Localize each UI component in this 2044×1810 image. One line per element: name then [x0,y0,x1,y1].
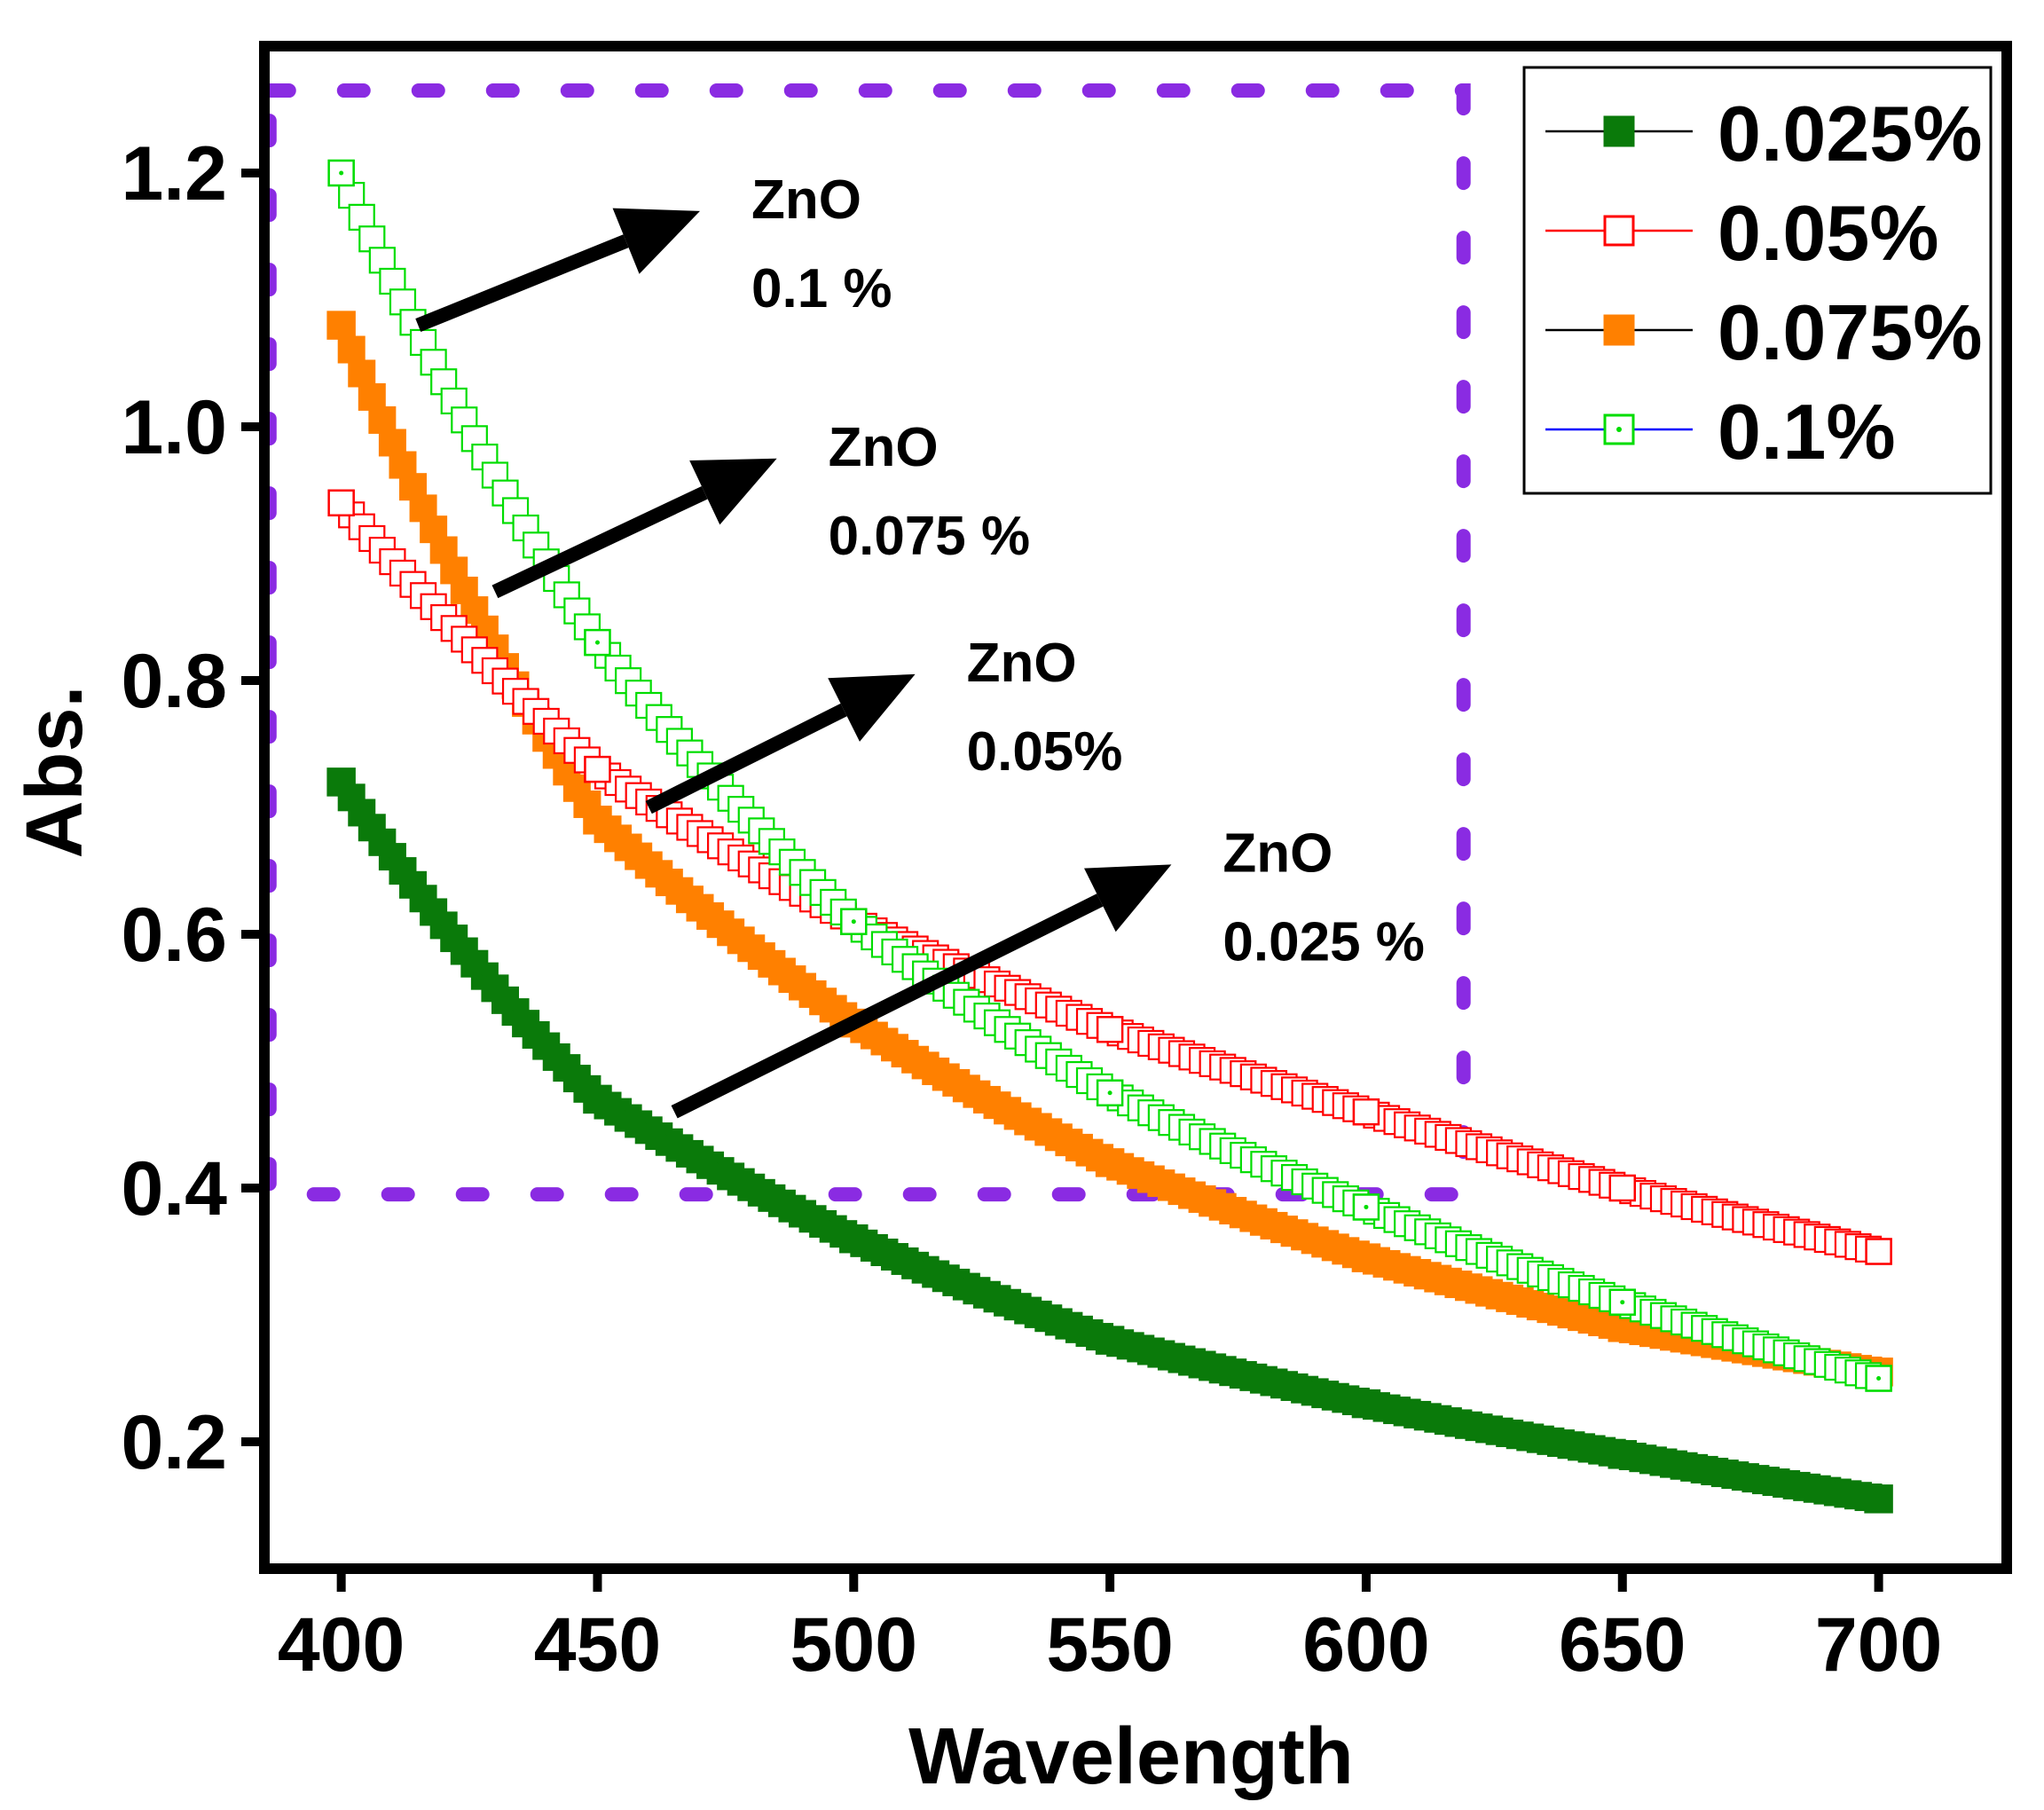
annotation-label-line2: 0.075 % [829,506,1031,567]
series-0.1% [327,159,1892,1392]
x-tick-label: 550 [1046,1602,1174,1688]
data-point [583,1084,612,1114]
plot-frame [259,41,2012,1574]
data-point [1352,1098,1380,1126]
annotations-layer: ZnO 0.1 % ZnO 0.075 % ZnO 0.05% ZnO 0.025 % [415,169,1425,1119]
legend-marker [1603,314,1635,346]
data-point-dot [594,640,600,645]
annotation-label-line1: ZnO [751,169,861,231]
legend-marker [1603,115,1635,147]
annotation-4: ZnO 0.025 % [671,822,1425,1119]
data-point-dot [851,919,856,925]
data-point [1865,1238,1892,1265]
x-tick-label: 400 [278,1602,405,1688]
arrow-shaft [491,485,708,599]
legend-item-0.075%: 0.075% [1545,288,1982,376]
data-point [1608,1174,1637,1202]
annotation-1: ZnO 0.1 % [415,169,892,333]
data-point [326,311,356,340]
legend-item-0.025%: 0.025% [1545,90,1982,177]
legend-label: 0.025% [1718,90,1982,177]
annotation-label-line1: ZnO [1222,822,1333,884]
arrow-head [689,458,777,525]
x-tick-label: 700 [1815,1602,1943,1688]
ticks-layer: 400 450 500 550 600 650 700 0.2 0.4 0.6 0.8 1.0 1.2 [121,131,1942,1688]
annotation-label-line1: ZnO [967,633,1077,694]
annotation-3: ZnO 0.05% [645,633,1123,814]
arrow-head [828,673,916,742]
data-point [1095,1148,1125,1177]
data-point [1864,1484,1893,1514]
x-tick-label: 650 [1559,1602,1686,1688]
data-point [583,806,612,835]
legend-label: 0.1% [1718,388,1896,476]
data-point [337,335,366,364]
data-point-dot [1107,1090,1112,1096]
data-point [1351,1389,1381,1419]
data-point-dot [1620,1300,1625,1305]
data-point [358,382,386,411]
data-point [1608,1440,1638,1469]
data-point [584,755,611,783]
annotation-2: ZnO 0.075 % [491,417,1031,599]
y-tick-label: 0.2 [121,1400,227,1485]
x-tick-label: 600 [1302,1602,1430,1688]
data-point-dot [1364,1204,1369,1209]
data-point [1096,1016,1124,1043]
legend-label: 0.05% [1718,189,1939,277]
arrow-shaft [415,234,629,333]
x-axis-title: Wavelength [908,1712,1354,1801]
series-layer [326,159,1893,1514]
y-tick-label: 1.0 [121,385,227,470]
annotation-label-line2: 0.025 % [1222,911,1425,972]
arrow-head [612,208,700,274]
arrow-head [1084,864,1172,933]
y-tick-label: 0.6 [121,893,227,978]
series-0.025% [326,767,1893,1514]
legend-item-0.1%: 0.1% [1545,388,1896,476]
data-point [368,405,397,434]
data-point [1351,1243,1381,1272]
annotation-label-line2: 0.05% [967,721,1123,783]
data-point-dot [339,170,344,176]
data-point-dot [1876,1376,1882,1381]
x-tick-label: 450 [534,1602,662,1688]
data-point [839,1224,869,1254]
y-tick-label: 1.2 [121,131,227,216]
legend: 0.025% 0.05% 0.075% 0.1% [1522,66,1993,495]
arrow-shaft [671,893,1104,1119]
data-point [348,359,376,388]
arrow-shaft [645,703,847,814]
data-point [326,767,356,797]
x-tick-label: 500 [790,1602,918,1688]
plot-frame-layer [259,41,2012,1574]
annotation-label-line2: 0.1 % [751,258,892,319]
legend-box [1522,66,1993,495]
legend-label: 0.075% [1718,288,1982,376]
legend-item-0.05%: 0.05% [1545,189,1939,277]
legend-marker [1603,215,1635,247]
y-axis-title: Abs. [11,685,99,858]
y-tick-label: 0.4 [121,1146,227,1232]
legend-marker-dot [1616,427,1622,432]
y-tick-label: 0.8 [121,639,227,724]
data-point [327,489,355,517]
annotation-label-line1: ZnO [829,417,939,478]
data-point [1095,1326,1125,1355]
